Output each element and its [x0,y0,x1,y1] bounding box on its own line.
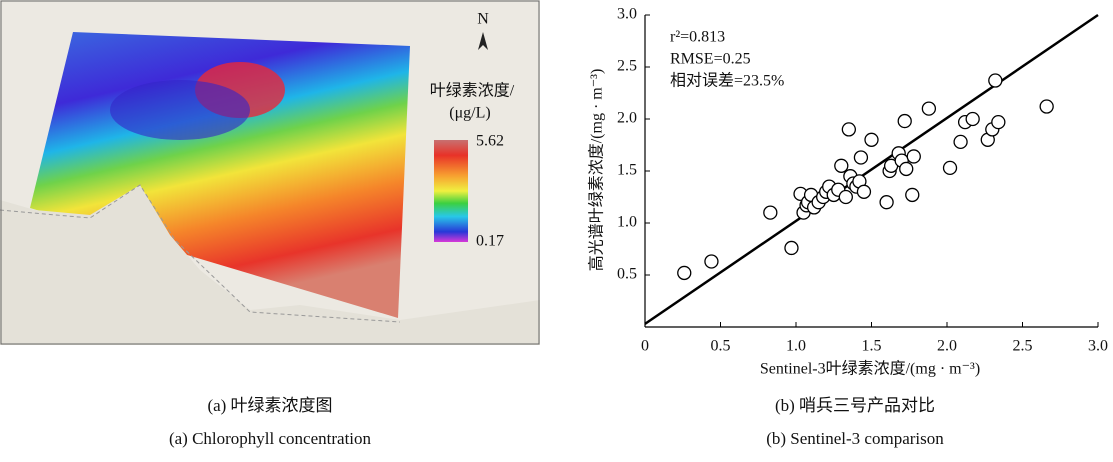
scatter-point [784,240,799,256]
x-tick-label: 2.5 [1013,338,1033,355]
caption-en: (b) Sentinel-3 comparison [766,429,944,448]
scatter-point [942,160,958,176]
annotation: 相对误差=23.5% [670,72,784,90]
scatter-point [906,149,921,164]
x-tick-label: 3.0 [1088,338,1108,355]
coastline [0,184,401,323]
x-tick-label: 0.5 [711,338,731,355]
x-axis-label: Sentinel-3叶绿素浓度/(mg · m⁻³) [760,360,980,378]
scatter-point [899,161,914,177]
fit-line [644,13,1099,325]
colorbar [434,140,468,242]
scatter-point [1039,99,1054,114]
caption-cn: (a) 叶绿素浓度图 [207,396,332,415]
legend-title: 叶绿素浓度/ [430,82,515,100]
land [0,185,540,345]
scatter-point [991,114,1006,130]
annotation: r²=0.813 [670,29,725,46]
y-tick-label: 0.5 [617,266,637,283]
x-tick-label: 1.0 [786,338,806,355]
map-frame [0,0,540,345]
caption-cn: (b) 哨兵三号产品对比 [775,396,935,415]
y-tick-label: 1.5 [617,162,637,179]
map-panel: N 叶绿素浓度/ (μg/L) 5.62 0.17 [0,0,540,345]
north-arrow [478,32,488,50]
scatter-point [879,195,894,210]
x-tick-label: 1.5 [862,338,882,355]
annotation: RMSE=0.25 [670,51,751,68]
scatter-point [905,187,920,203]
scatter-point [834,158,849,173]
scatter-point [856,184,872,199]
scatter-point [704,254,719,269]
colorbar-min: 0.17 [476,233,504,250]
raster-patch [110,80,250,140]
scatter-point [921,101,937,116]
scatter-point [853,150,869,165]
scatter-point [841,122,856,137]
scatter-point [897,113,912,129]
scatter-point [953,134,968,150]
y-tick-label: 2.5 [617,58,637,75]
legend-unit: (μg/L) [449,105,490,122]
y-tick-label: 1.0 [617,214,637,231]
colorbar-max: 5.62 [476,133,504,150]
scatter-point [965,111,980,127]
scatter-point [864,132,879,147]
x-tick-label: 2.0 [937,338,957,355]
scatter-point [988,73,1003,88]
caption-en: (a) Chlorophyll concentration [169,429,372,448]
scatter-point [677,265,692,281]
x-tick-label: 0 [641,338,649,355]
scatter-point [838,189,853,205]
scatter-point [763,205,778,220]
y-tick-label: 3.0 [617,6,637,23]
y-axis-label: 高光谱叶绿素浓度/(mg · m⁻³) [588,69,606,272]
y-tick-label: 2.0 [617,110,637,127]
north-label: N [477,11,489,28]
